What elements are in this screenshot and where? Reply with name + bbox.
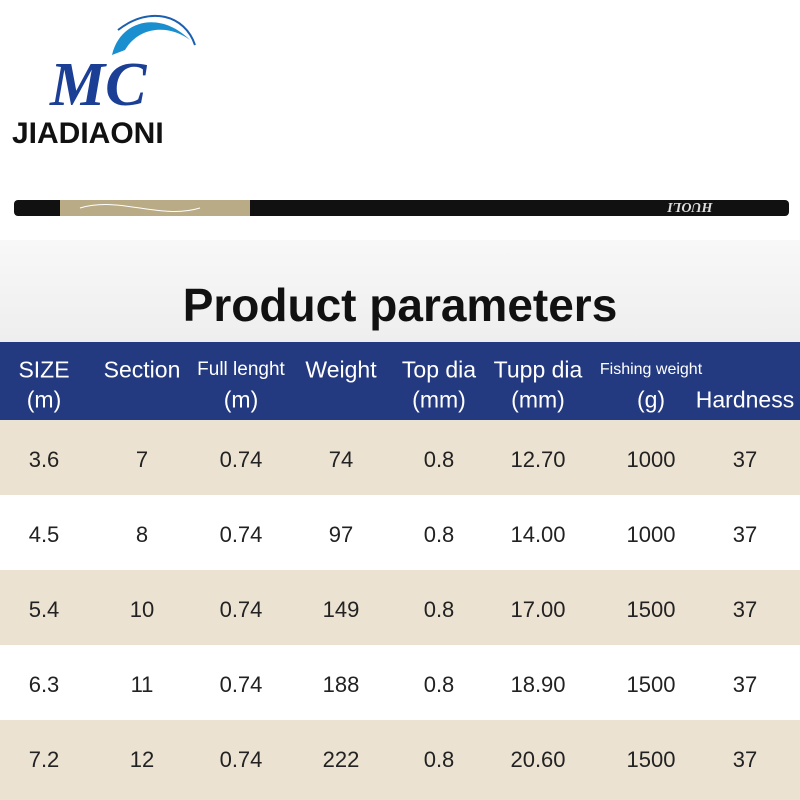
table-cell: 74 — [328, 447, 354, 472]
table-cell: 4.5 — [28, 522, 60, 547]
title: Product parameters — [182, 279, 618, 331]
table-cell: 37 — [732, 447, 758, 472]
table-cell: 1500 — [626, 597, 676, 622]
logo-line — [117, 14, 196, 46]
title-band — [0, 240, 800, 342]
table-cell: 5.4 — [28, 597, 60, 622]
table-cell: 0.74 — [219, 747, 263, 772]
table-cell: 8 — [135, 522, 149, 547]
table-cell: 1000 — [626, 447, 676, 472]
table-cell: 10 — [129, 597, 155, 622]
table-cell: 0.8 — [423, 597, 455, 622]
table-cell: 17.00 — [510, 597, 566, 622]
table-cell: 37 — [732, 597, 758, 622]
table-cell: 0.8 — [423, 672, 455, 697]
header-cell: (m) — [223, 386, 259, 413]
table-cell: 20.60 — [510, 747, 566, 772]
table-cell: 11 — [130, 672, 154, 697]
table-cell: 0.8 — [423, 747, 455, 772]
table-cell: 37 — [732, 747, 758, 772]
header-cell: Section — [103, 356, 181, 383]
header-cell: SIZE — [18, 356, 70, 383]
header-cell: Hardness — [695, 386, 795, 413]
table-header — [0, 342, 800, 420]
table-cell: 97 — [328, 522, 354, 547]
logo-brand: JIADIAONI — [12, 117, 164, 150]
table-cell: 37 — [732, 672, 758, 697]
table-cell: 0.74 — [219, 672, 263, 697]
table-cell: 0.74 — [219, 597, 263, 622]
table-cell: 1500 — [626, 747, 676, 772]
table-cell: 0.74 — [219, 522, 263, 547]
table-row — [0, 420, 800, 495]
table-cell: 12.70 — [510, 447, 566, 472]
table-cell: 7 — [135, 447, 149, 472]
table-cell: 188 — [322, 672, 360, 697]
header-cell: Fishing weight — [599, 361, 703, 378]
table-cell: 0.8 — [423, 447, 455, 472]
table-cell: 3.6 — [28, 447, 60, 472]
table-cell: 0.74 — [219, 447, 263, 472]
rod-label: HUOLI — [667, 199, 714, 214]
header-cell: (m) — [26, 386, 62, 413]
header-cell: Tupp dia — [493, 356, 583, 383]
header-cell: Top dia — [401, 356, 477, 383]
header-cell: Full lenght — [197, 359, 285, 380]
table-cell: 14.00 — [510, 522, 566, 547]
header-cell: (mm) — [412, 386, 466, 413]
logo-fish — [112, 22, 190, 55]
table-cell: 1500 — [626, 672, 676, 697]
table-row — [0, 645, 800, 720]
header-graphics: MC JIADIAONI HUOLI — [12, 14, 789, 216]
table-cell: 12 — [129, 747, 155, 772]
table-cell: 149 — [322, 597, 360, 622]
table-cell: 6.3 — [28, 672, 60, 697]
table-cell: 222 — [322, 747, 360, 772]
table-row — [0, 570, 800, 645]
rod-flame — [79, 204, 201, 212]
header-cell: Weight — [305, 356, 377, 383]
table-cell: 18.90 — [510, 672, 566, 697]
table-row — [0, 495, 800, 570]
table-cell: 37 — [732, 522, 758, 547]
logo-mark: MC — [49, 51, 147, 119]
header-cell: (mm) — [511, 386, 565, 413]
table-row — [0, 720, 800, 800]
table-cell: 1000 — [626, 522, 676, 547]
table-cell: 0.8 — [423, 522, 455, 547]
rod-decoration — [60, 200, 250, 216]
header-cell: (g) — [636, 386, 666, 413]
table-cell: 7.2 — [28, 747, 60, 772]
